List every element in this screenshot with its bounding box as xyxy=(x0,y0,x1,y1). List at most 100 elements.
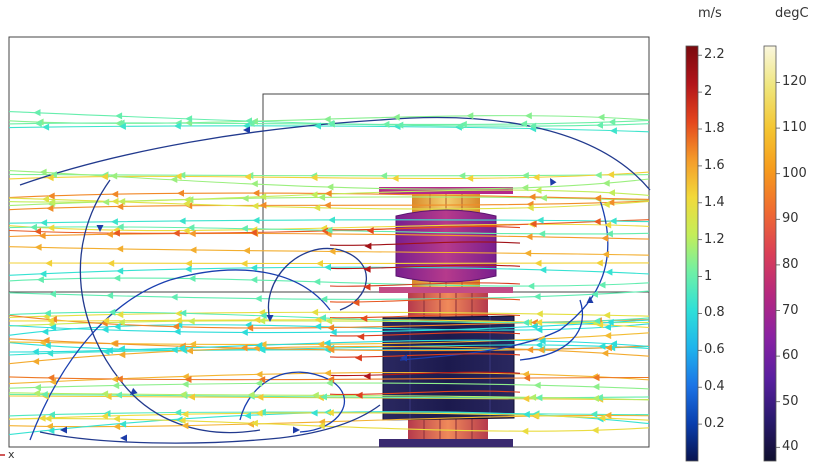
streamline-arrow xyxy=(592,395,599,402)
streamline-arrow xyxy=(43,309,51,317)
streamline-arrow xyxy=(608,189,615,197)
streamline-arrow xyxy=(178,217,186,225)
streamline-arrow xyxy=(317,422,325,430)
streamline-arrow xyxy=(110,172,118,180)
streamline-arrow xyxy=(48,411,55,419)
streamline-arrow xyxy=(310,191,318,199)
upper-coil xyxy=(395,209,497,283)
streamline xyxy=(8,173,650,177)
streamline-arrow xyxy=(178,171,186,179)
streamline-arrow xyxy=(325,226,333,234)
streamline-arrow xyxy=(326,409,334,417)
streamline-arrow xyxy=(46,204,54,212)
streamline-arrow xyxy=(586,296,594,303)
streamline-arrow xyxy=(535,310,543,318)
streamline xyxy=(329,332,521,337)
streamline-arrow xyxy=(538,230,546,238)
streamline-arrow xyxy=(521,172,529,179)
streamline-arrow xyxy=(532,173,540,181)
streamline-arrow xyxy=(604,411,612,419)
streamline-arrow xyxy=(178,344,186,352)
streamline-arrow xyxy=(352,299,360,307)
streamline xyxy=(39,404,381,444)
streamline xyxy=(399,199,609,361)
streamline-arrow xyxy=(258,376,266,384)
colorbar-tick-label: 1 xyxy=(704,268,713,284)
streamline xyxy=(8,197,650,210)
streamline-arrow xyxy=(46,317,54,325)
streamline-arrow xyxy=(323,339,331,347)
streamline-arrow xyxy=(528,193,536,201)
streamline-arrow xyxy=(595,394,603,401)
streamline-arrow xyxy=(321,227,329,235)
streamline-arrow xyxy=(605,230,613,238)
streamline-arrow xyxy=(115,391,122,399)
axis-label: x xyxy=(8,448,15,461)
streamline-arrow xyxy=(320,295,328,303)
streamline-arrow xyxy=(245,117,252,125)
streamline-arrow xyxy=(172,229,180,237)
streamline-arrow xyxy=(591,426,599,434)
colorbar-gradient xyxy=(763,45,777,462)
streamline-arrow xyxy=(117,345,125,353)
streamline xyxy=(329,264,521,270)
streamline-arrow xyxy=(522,395,530,403)
streamline-arrow xyxy=(535,341,543,349)
streamline xyxy=(8,311,650,319)
streamline-arrow xyxy=(607,171,615,179)
streamline-arrow xyxy=(521,427,529,435)
streamline-arrow xyxy=(250,276,258,284)
temperature-unit-label: degC xyxy=(775,6,809,21)
streamline-arrow xyxy=(105,347,113,354)
streamline-arrow xyxy=(325,379,333,387)
colorbar-tick-label: 1.8 xyxy=(704,121,725,136)
streamline-arrow xyxy=(319,314,326,322)
streamline-arrow xyxy=(590,290,598,298)
streamline-arrow xyxy=(189,246,197,254)
streamline-arrow xyxy=(42,336,50,344)
streamline-arrow xyxy=(108,308,116,316)
streamline-arrow xyxy=(111,340,119,347)
streamline-arrow xyxy=(38,232,46,240)
streamline-arrow xyxy=(317,340,325,348)
streamline-arrow xyxy=(181,422,189,430)
streamline-arrow xyxy=(259,312,267,320)
colorbar-gradient xyxy=(685,45,699,462)
streamline-arrow xyxy=(603,311,611,319)
streamline-arrow xyxy=(602,179,610,187)
streamline-arrow xyxy=(324,263,331,271)
streamline-arrow xyxy=(38,414,46,422)
streamline-arrow xyxy=(32,358,40,365)
streamline-arrow xyxy=(328,247,336,255)
streamline-arrow xyxy=(42,195,49,203)
streamline-arrow xyxy=(102,317,110,325)
streamline-arrow xyxy=(311,308,319,316)
streamline-arrow xyxy=(320,393,327,401)
streamline-arrow xyxy=(316,260,323,267)
streamline-arrow xyxy=(329,328,337,336)
colorbar-tick-label: 0.4 xyxy=(704,379,725,395)
colorbar-tick-label: 1.4 xyxy=(704,194,725,210)
streamline-arrow xyxy=(188,393,195,401)
streamline-arrow xyxy=(604,221,612,229)
colorbar-tick-label: 0.2 xyxy=(704,416,725,432)
streamline-arrow xyxy=(293,426,300,434)
streamline-arrow xyxy=(46,349,54,357)
streamline-arrow xyxy=(456,122,464,130)
streamline-arrow xyxy=(255,370,263,378)
streamline-arrow xyxy=(43,341,51,349)
streamline-arrow xyxy=(258,317,266,325)
streamline-arrow xyxy=(601,349,609,357)
streamline-arrow xyxy=(593,317,601,325)
streamline-arrow xyxy=(184,265,192,273)
streamline-arrow xyxy=(96,225,104,232)
streamline-arrow xyxy=(174,316,182,324)
streamline-arrow xyxy=(30,223,37,231)
streamline-arrow xyxy=(170,176,178,183)
streamline-arrow xyxy=(259,201,267,209)
streamline-arrow xyxy=(598,342,606,350)
colorbar-tick-label: 120 xyxy=(782,74,807,90)
streamline-arrow xyxy=(185,260,192,267)
streamline-arrow xyxy=(609,217,617,225)
streamline-arrow xyxy=(112,382,120,390)
